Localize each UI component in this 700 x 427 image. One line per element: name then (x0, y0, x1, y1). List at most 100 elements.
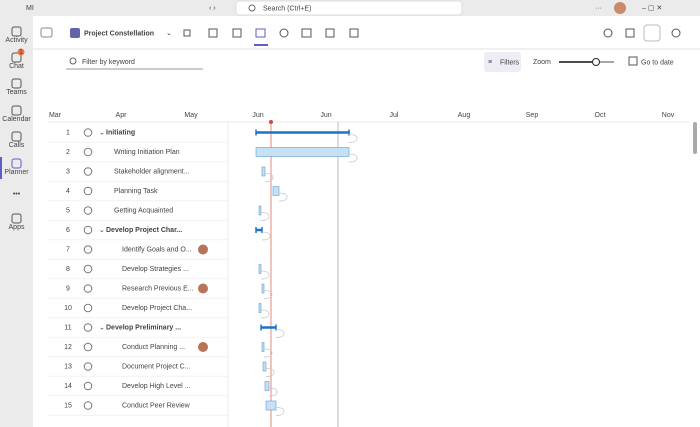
icon-b[interactable] (625, 28, 635, 38)
filter-input[interactable]: Filter by keyword (82, 59, 135, 66)
task-bar[interactable] (255, 147, 350, 157)
task-name[interactable]: Planning Task (114, 188, 158, 195)
task-name[interactable]: Develop Strategies ... (122, 266, 189, 273)
month-label: Jul (390, 112, 399, 119)
charts-view[interactable] (279, 28, 289, 38)
nav-icon[interactable] (11, 52, 22, 63)
complete-toggle[interactable] (83, 128, 93, 137)
nav-label[interactable]: Calls (9, 142, 25, 149)
nav-icon[interactable] (11, 158, 22, 169)
task-name[interactable]: Identify Goals and O... (122, 246, 192, 253)
dependency-link (348, 134, 358, 143)
task-bar[interactable] (258, 264, 262, 274)
task-bar[interactable] (258, 205, 262, 216)
back-button[interactable] (40, 27, 53, 38)
task-name[interactable]: Develop Preliminary ... (106, 324, 181, 331)
filter-search-icon (69, 57, 77, 65)
nav-label[interactable]: Planner (4, 169, 29, 176)
filters-button[interactable] (484, 52, 521, 72)
complete-toggle[interactable] (83, 303, 93, 313)
go-to-date[interactable]: Go to date (641, 59, 674, 66)
month-label: Sep (526, 112, 539, 119)
complete-toggle[interactable] (83, 245, 93, 254)
goals-view[interactable] (325, 28, 335, 38)
dropdown[interactable]: ⌄ (166, 30, 172, 37)
nav-icon[interactable] (11, 26, 22, 37)
task-name[interactable]: Develop Project Cha... (122, 305, 192, 312)
filter-icon: ≡ (488, 59, 492, 66)
collapse-caret[interactable]: ⌄ (99, 324, 105, 331)
complete-toggle[interactable] (83, 225, 93, 235)
timeline-view[interactable] (255, 28, 266, 38)
icon-a[interactable] (603, 28, 613, 38)
people-view[interactable] (301, 28, 312, 38)
grid-view[interactable] (208, 28, 218, 38)
help[interactable] (671, 28, 681, 38)
task-name[interactable]: Document Project C... (122, 363, 191, 370)
task-bar[interactable] (272, 186, 280, 196)
badge (17, 48, 25, 56)
window-controls[interactable]: – ▢ ✕ (642, 5, 662, 12)
task-name[interactable]: Develop High Level ... (122, 383, 191, 390)
task-name[interactable]: Initiating (106, 129, 135, 136)
row-number: 10 (64, 305, 72, 312)
collapse-caret[interactable]: ⌄ (99, 227, 105, 234)
month-label: May (184, 112, 198, 119)
nav-label[interactable]: Teams (6, 89, 27, 96)
nav-label[interactable]: Activity (5, 37, 28, 44)
complete-toggle[interactable] (83, 167, 93, 176)
nav-label[interactable]: Apps (9, 224, 25, 231)
task-name[interactable]: Stakeholder alignment... (114, 168, 190, 175)
complete-toggle[interactable] (83, 381, 93, 391)
search-box[interactable] (235, 0, 463, 16)
complete-toggle[interactable] (83, 323, 93, 332)
nav-more[interactable]: ••• (13, 191, 21, 198)
nav-icon[interactable] (11, 105, 22, 116)
dependency-link (268, 387, 278, 397)
complete-toggle[interactable] (83, 147, 93, 157)
assign-view[interactable] (349, 28, 359, 38)
month-label: Apr (116, 112, 128, 119)
task-bar[interactable] (265, 400, 277, 411)
avatar[interactable] (614, 2, 626, 14)
zoom-thumb[interactable] (592, 58, 600, 66)
dependency-link (260, 309, 270, 319)
more[interactable]: ··· (595, 5, 602, 12)
task-bar[interactable] (261, 342, 265, 352)
pin-icon[interactable] (183, 29, 191, 37)
complete-toggle[interactable] (83, 342, 93, 352)
task-name[interactable]: Conduct Peer Review (122, 402, 191, 409)
task-name[interactable]: Research Previous E... (122, 285, 194, 292)
task-name[interactable]: Getting Acquainted (114, 207, 173, 214)
task-bar[interactable] (258, 303, 262, 313)
collapse-caret[interactable]: ⌄ (99, 129, 105, 136)
active-indicator (0, 157, 2, 179)
nav-arrows[interactable]: ‹ › (209, 5, 216, 12)
nav-icon[interactable] (11, 131, 22, 142)
nav-label[interactable]: Calendar (2, 116, 31, 123)
task-name[interactable]: Writing Initiation Plan (114, 149, 180, 156)
scrollbar[interactable] (693, 122, 697, 154)
complete-toggle[interactable] (83, 284, 93, 293)
members[interactable] (643, 24, 661, 42)
complete-toggle[interactable] (83, 186, 93, 196)
nav-label[interactable]: Chat (9, 63, 24, 70)
complete-toggle[interactable] (83, 264, 93, 274)
month-label: Jun (252, 112, 263, 119)
task-bar[interactable] (261, 283, 265, 294)
task-name[interactable]: Conduct Planning ... (122, 344, 185, 351)
board-view[interactable] (232, 28, 242, 38)
nav-icon[interactable] (11, 78, 22, 89)
task-bar[interactable] (262, 361, 267, 372)
month-label: Mar (49, 112, 62, 119)
complete-toggle[interactable] (83, 206, 93, 215)
calendar-icon (628, 56, 638, 66)
complete-toggle[interactable] (83, 362, 93, 371)
row-number: 9 (66, 285, 70, 292)
complete-toggle[interactable] (83, 401, 93, 410)
task-bar[interactable] (264, 381, 270, 391)
row-number: 7 (66, 246, 70, 253)
task-bar[interactable] (261, 166, 266, 177)
nav-icon[interactable] (11, 213, 22, 224)
task-name[interactable]: Develop Project Char... (106, 227, 182, 234)
